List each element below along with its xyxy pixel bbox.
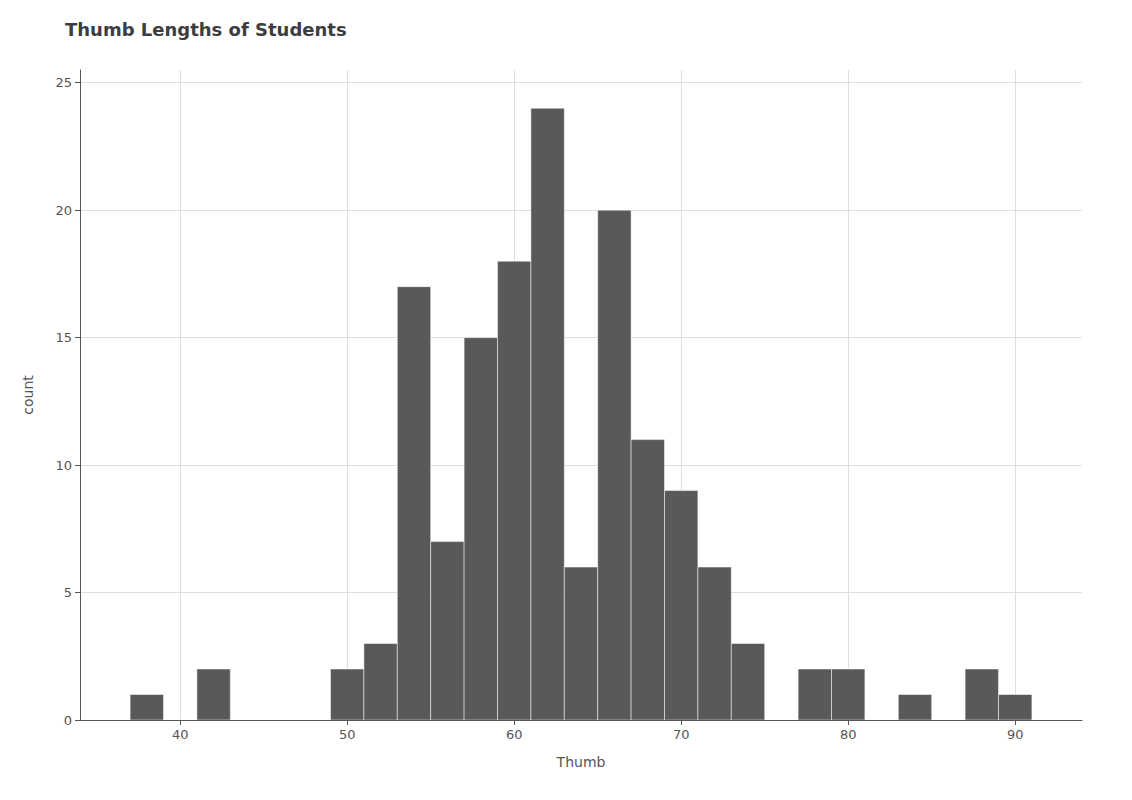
svg-text:80: 80 xyxy=(840,727,857,742)
svg-text:60: 60 xyxy=(506,727,523,742)
svg-text:90: 90 xyxy=(1007,727,1024,742)
svg-text:15: 15 xyxy=(55,330,72,345)
svg-text:20: 20 xyxy=(55,203,72,218)
svg-text:count: count xyxy=(20,375,36,415)
svg-text:50: 50 xyxy=(339,727,356,742)
svg-text:40: 40 xyxy=(172,727,189,742)
svg-text:10: 10 xyxy=(55,458,72,473)
svg-text:5: 5 xyxy=(64,585,72,600)
svg-text:0: 0 xyxy=(64,713,72,728)
svg-text:70: 70 xyxy=(673,727,690,742)
svg-text:Thumb: Thumb xyxy=(556,754,606,770)
svg-text:Thumb Lengths of Students: Thumb Lengths of Students xyxy=(65,19,347,40)
svg-text:25: 25 xyxy=(55,75,72,90)
